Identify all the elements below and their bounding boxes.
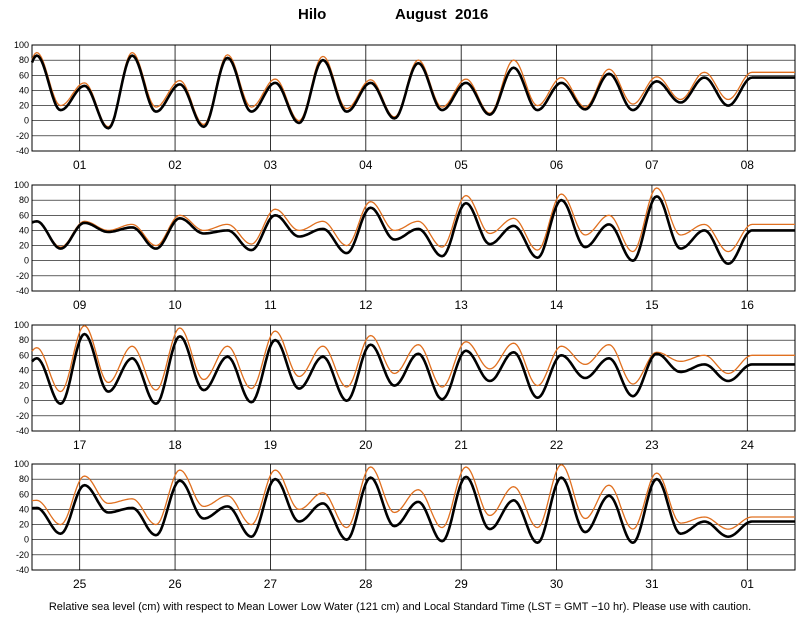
day-label: 15 [645, 298, 659, 312]
chart-title-year: 2016 [455, 6, 489, 23]
y-tick-label: 0 [24, 396, 29, 406]
y-tick-label: 100 [14, 40, 29, 50]
y-tick-label: 100 [14, 180, 29, 190]
y-tick-label: -40 [16, 286, 29, 296]
day-label: 01 [741, 577, 755, 591]
y-tick-label: 60 [19, 70, 29, 80]
y-tick-label: 20 [19, 381, 29, 391]
y-tick-label: 40 [19, 504, 29, 514]
day-label: 02 [168, 158, 182, 172]
y-tick-label: 20 [19, 520, 29, 530]
day-label: 01 [73, 158, 87, 172]
predicted-tide-line [31, 325, 795, 393]
y-tick-label: 0 [24, 116, 29, 126]
day-label: 06 [550, 158, 564, 172]
panel-frame [31, 324, 796, 432]
y-tick-label: -20 [16, 131, 29, 141]
predicted-tide-line [31, 464, 795, 530]
observed-tide-line [31, 475, 795, 545]
day-label: 21 [455, 438, 469, 452]
day-label: 16 [741, 298, 755, 312]
day-label: 17 [73, 438, 87, 452]
day-label: 14 [550, 298, 564, 312]
panel-frame [31, 463, 796, 571]
y-tick-label: -40 [16, 565, 29, 575]
day-label: 28 [359, 577, 373, 591]
day-label: 24 [741, 438, 755, 452]
predicted-tide-line [31, 187, 795, 253]
y-tick-label: 60 [19, 210, 29, 220]
y-tick-label: 40 [19, 365, 29, 375]
day-label: 09 [73, 298, 87, 312]
y-tick-label: 0 [24, 256, 29, 266]
y-tick-label: -20 [16, 550, 29, 560]
day-label: 13 [455, 298, 469, 312]
y-tick-label: -40 [16, 146, 29, 156]
day-label: 04 [359, 158, 373, 172]
y-tick-label: -20 [16, 271, 29, 281]
y-tick-label: 80 [19, 335, 29, 345]
panel-frame [31, 44, 796, 152]
y-tick-label: 100 [14, 459, 29, 469]
y-tick-label: -40 [16, 426, 29, 436]
day-label: 07 [645, 158, 659, 172]
day-label: 05 [455, 158, 469, 172]
day-label: 18 [168, 438, 182, 452]
y-tick-label: 0 [24, 535, 29, 545]
y-tick-label: 20 [19, 241, 29, 251]
y-tick-label: 100 [14, 320, 29, 330]
day-label: 23 [645, 438, 659, 452]
day-label: 27 [264, 577, 278, 591]
day-label: 22 [550, 438, 564, 452]
day-label: 10 [168, 298, 182, 312]
day-label: 03 [264, 158, 278, 172]
observed-tide-line [30, 54, 795, 130]
y-tick-label: 60 [19, 489, 29, 499]
predicted-tide-line [31, 51, 795, 128]
day-label: 29 [455, 577, 469, 591]
y-tick-label: 80 [19, 195, 29, 205]
observed-tide-line [31, 332, 795, 406]
day-label: 25 [73, 577, 87, 591]
y-tick-label: 40 [19, 85, 29, 95]
y-tick-label: 60 [19, 350, 29, 360]
day-label: 08 [741, 158, 755, 172]
chart-title-month: August [395, 6, 447, 23]
day-label: 31 [645, 577, 659, 591]
observed-tide-line [31, 195, 795, 266]
day-label: 12 [359, 298, 373, 312]
day-label: 26 [168, 577, 182, 591]
y-tick-label: 80 [19, 55, 29, 65]
day-label: 30 [550, 577, 564, 591]
day-label: 19 [264, 438, 278, 452]
chart-footnote: Relative sea level (cm) with respect to … [48, 601, 752, 613]
chart-title-station: Hilo [298, 6, 327, 23]
day-label: 11 [264, 298, 277, 312]
y-tick-label: -20 [16, 411, 29, 421]
y-tick-label: 40 [19, 225, 29, 235]
y-tick-label: 80 [19, 474, 29, 484]
panel-frame [31, 184, 796, 292]
y-tick-label: 20 [19, 101, 29, 111]
day-label: 20 [359, 438, 373, 452]
